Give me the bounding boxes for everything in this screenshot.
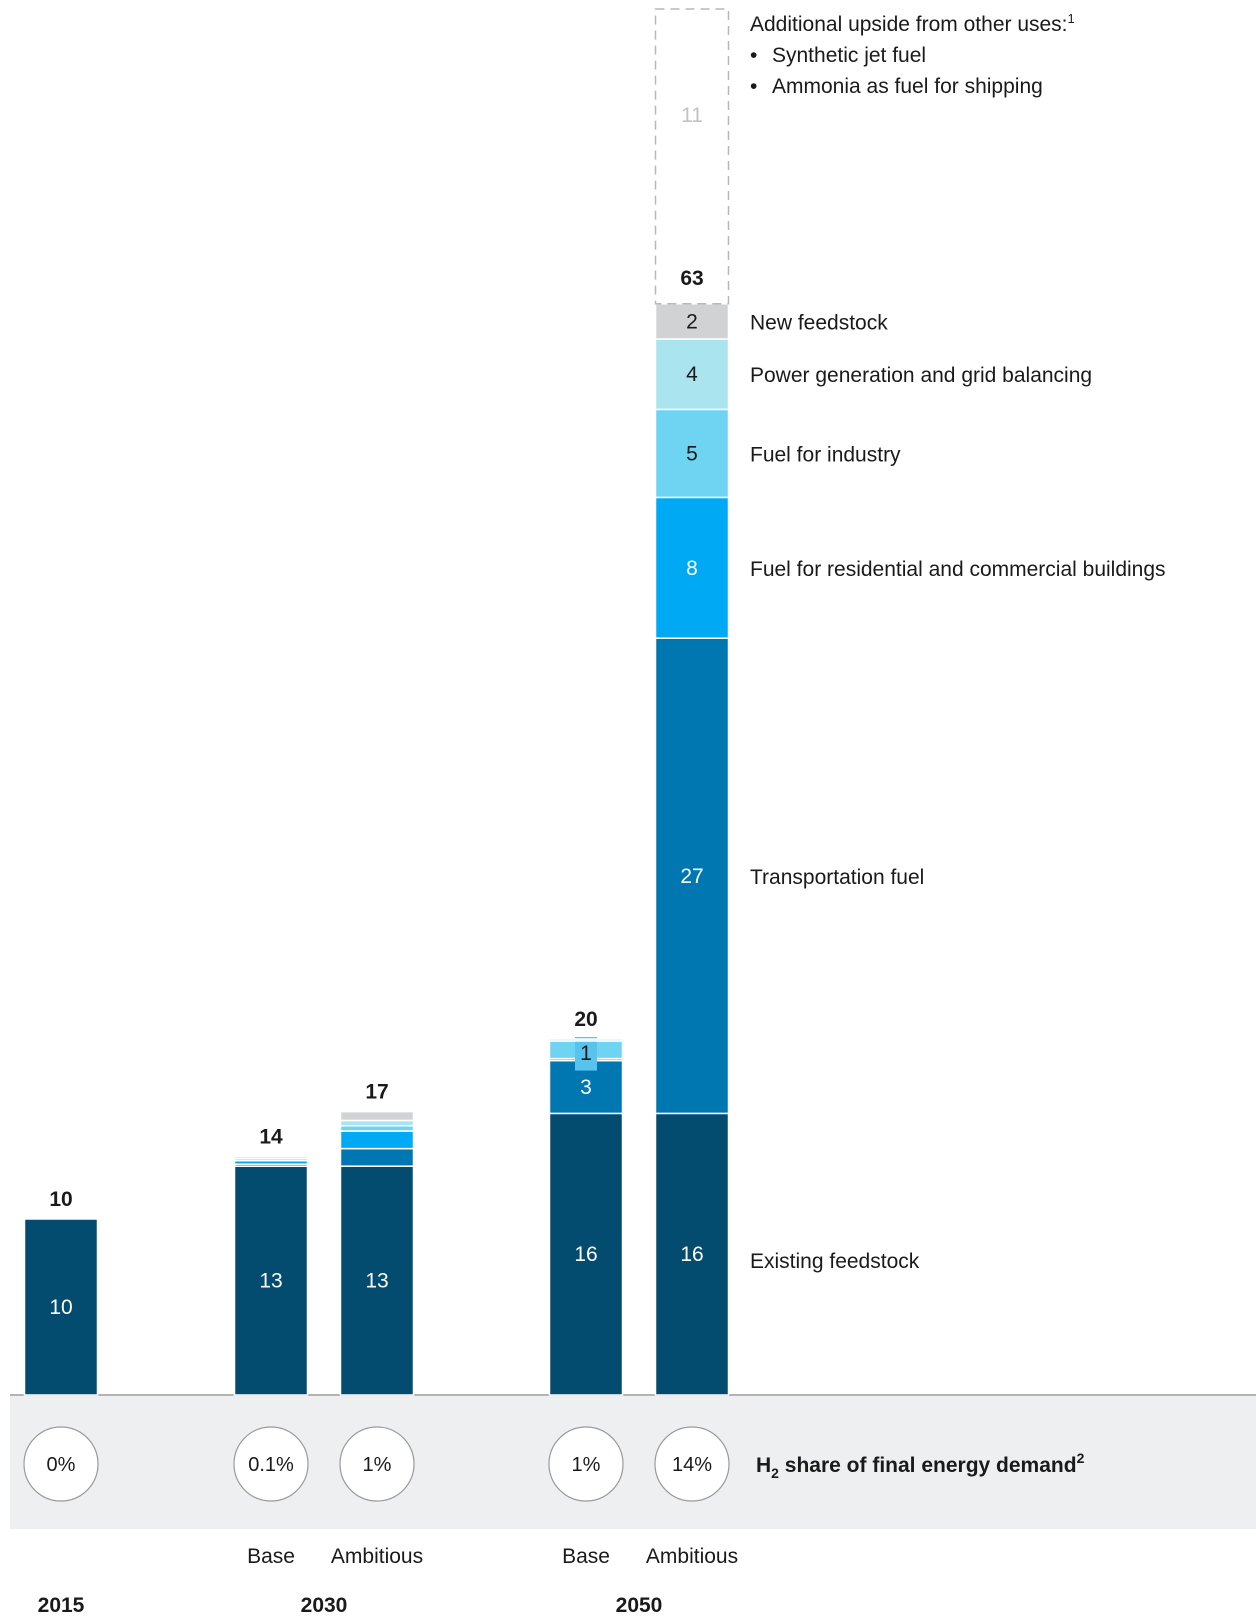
segment-value-label: 4 xyxy=(686,363,698,386)
bar-segment-power-generation xyxy=(550,1039,623,1041)
segment-value-label: 27 xyxy=(680,865,703,888)
segment-value-label: 13 xyxy=(365,1270,388,1293)
legend-entry-existing-feedstock: Existing feedstock xyxy=(750,1250,920,1273)
share-value-label: 0% xyxy=(47,1454,76,1476)
bar-total-label: 20 xyxy=(574,1008,597,1031)
upside-title: Additional upside from other uses:1 xyxy=(750,11,1075,36)
segment-value-label: 10 xyxy=(49,1296,72,1319)
segment-value-label: 16 xyxy=(680,1243,703,1266)
segment-value-label: 13 xyxy=(259,1270,282,1293)
share-value-label: 14% xyxy=(672,1454,712,1476)
upside-dashed-box xyxy=(656,9,729,304)
segment-value-label: 3 xyxy=(580,1076,592,1099)
scenario-label: Base xyxy=(562,1545,610,1568)
share-value-label: 1% xyxy=(363,1454,392,1476)
upside-value-label: 11 xyxy=(681,104,703,127)
upside-bullet-dot: • xyxy=(750,75,757,98)
scenario-label: Ambitious xyxy=(646,1545,738,1568)
bar-segment-power-generation xyxy=(235,1157,308,1159)
segment-value-label: 16 xyxy=(574,1243,597,1266)
segment-value-label: 5 xyxy=(686,442,698,465)
bar-segment-new-feedstock xyxy=(341,1112,414,1121)
bar-segment-transportation-fuel xyxy=(341,1149,414,1167)
share-value-label: 0.1% xyxy=(248,1454,294,1476)
bar-segment-power-generation xyxy=(341,1120,414,1125)
scenario-label: Base xyxy=(247,1545,295,1568)
bar-segment-industry-fuel xyxy=(341,1126,414,1131)
bar-total-label: 63 xyxy=(680,267,703,290)
share-value-label: 1% xyxy=(572,1454,601,1476)
year-label: 2050 xyxy=(616,1594,663,1617)
bar-total-label: 10 xyxy=(49,1188,72,1211)
year-label: 2030 xyxy=(301,1594,348,1617)
bars-layer xyxy=(25,9,729,1395)
segment-value-label: 2 xyxy=(686,310,698,333)
legend-entry-transportation-fuel: Transportation fuel xyxy=(750,866,924,889)
segment-value-label: 8 xyxy=(686,557,698,580)
legend-entry-power-generation: Power generation and grid balancing xyxy=(750,364,1092,387)
upside-bullet: Synthetic jet fuel xyxy=(772,44,926,67)
upside-bullet: Ammonia as fuel for shipping xyxy=(772,75,1043,98)
legend-entry-industry-fuel: Fuel for industry xyxy=(750,443,901,466)
bar-total-label: 17 xyxy=(365,1081,388,1104)
scenario-label: Ambitious xyxy=(331,1545,423,1568)
share-row-label: H2 share of final energy demand2 xyxy=(756,1450,1085,1481)
legend-entry-buildings-fuel: Fuel for residential and commercial buil… xyxy=(750,558,1166,581)
segment-value-label: 1 xyxy=(580,1042,592,1065)
axis-layer: Base Ambitious Base Ambitious 2015 2030 2050 xyxy=(38,1545,738,1617)
upside-bullet-dot: • xyxy=(750,44,757,67)
legend-layer: Existing feedstock Transportation fuel Fue… xyxy=(750,11,1166,1273)
legend-entry-new-feedstock: New feedstock xyxy=(750,311,888,334)
bar-total-label: 14 xyxy=(259,1126,283,1149)
bar-segment-buildings-fuel xyxy=(341,1131,414,1149)
year-label: 2015 xyxy=(38,1594,85,1617)
